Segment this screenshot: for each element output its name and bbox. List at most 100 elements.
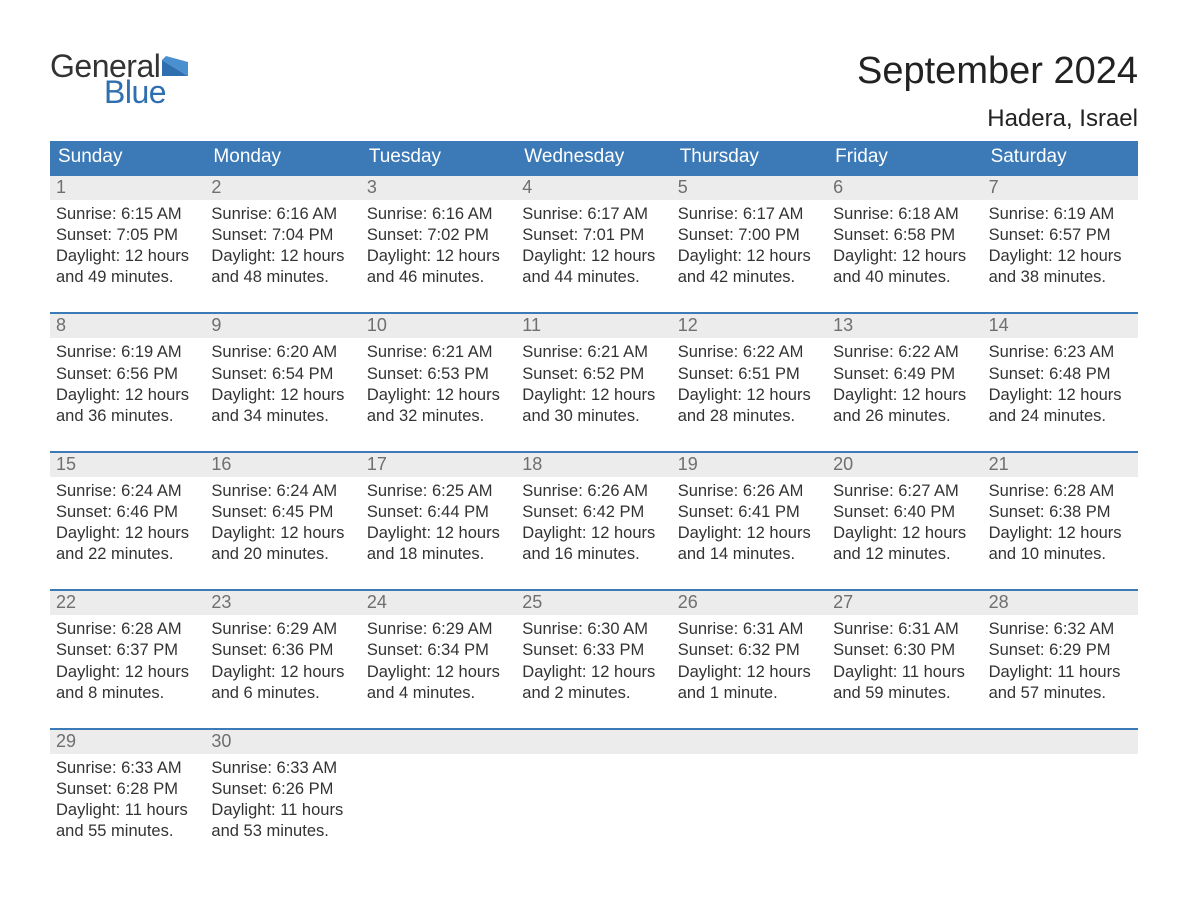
day-number <box>983 730 1138 754</box>
day-number: 6 <box>827 176 982 200</box>
daylight-text: Daylight: 12 hours <box>833 523 976 544</box>
sunrise-text: Sunrise: 6:29 AM <box>367 619 510 640</box>
day-cell <box>361 754 516 848</box>
daylight-text: and 36 minutes. <box>56 406 199 427</box>
sunset-text: Sunset: 6:33 PM <box>522 640 665 661</box>
day-cell <box>516 754 671 848</box>
day-cell: Sunrise: 6:33 AMSunset: 6:28 PMDaylight:… <box>50 754 205 848</box>
day-cell: Sunrise: 6:31 AMSunset: 6:30 PMDaylight:… <box>827 615 982 709</box>
sunset-text: Sunset: 6:41 PM <box>678 502 821 523</box>
sunrise-text: Sunrise: 6:29 AM <box>211 619 354 640</box>
day-cell: Sunrise: 6:29 AMSunset: 6:36 PMDaylight:… <box>205 615 360 709</box>
sunset-text: Sunset: 6:40 PM <box>833 502 976 523</box>
daylight-text: and 16 minutes. <box>522 544 665 565</box>
day-number: 22 <box>50 591 205 615</box>
day-number <box>827 730 982 754</box>
day-number <box>516 730 671 754</box>
sunset-text: Sunset: 6:53 PM <box>367 364 510 385</box>
day-number: 16 <box>205 453 360 477</box>
day-cell: Sunrise: 6:26 AMSunset: 6:41 PMDaylight:… <box>672 477 827 571</box>
day-cell: Sunrise: 6:25 AMSunset: 6:44 PMDaylight:… <box>361 477 516 571</box>
daylight-text: and 8 minutes. <box>56 683 199 704</box>
daylight-text: and 57 minutes. <box>989 683 1132 704</box>
daylight-text: Daylight: 12 hours <box>989 523 1132 544</box>
daylight-text: Daylight: 12 hours <box>833 385 976 406</box>
day-cell: Sunrise: 6:19 AMSunset: 6:57 PMDaylight:… <box>983 200 1138 294</box>
sunset-text: Sunset: 6:36 PM <box>211 640 354 661</box>
sunrise-text: Sunrise: 6:16 AM <box>211 204 354 225</box>
daylight-text: and 48 minutes. <box>211 267 354 288</box>
day-number <box>672 730 827 754</box>
day-number: 17 <box>361 453 516 477</box>
calendar-week: 891011121314Sunrise: 6:19 AMSunset: 6:56… <box>50 312 1138 432</box>
daylight-text: Daylight: 12 hours <box>367 523 510 544</box>
day-number: 2 <box>205 176 360 200</box>
day-number-row: 22232425262728 <box>50 591 1138 615</box>
daylight-text: and 40 minutes. <box>833 267 976 288</box>
day-cell <box>983 754 1138 848</box>
sunrise-text: Sunrise: 6:25 AM <box>367 481 510 502</box>
day-number: 23 <box>205 591 360 615</box>
calendar-week: 1234567Sunrise: 6:15 AMSunset: 7:05 PMDa… <box>50 174 1138 294</box>
sunset-text: Sunset: 6:38 PM <box>989 502 1132 523</box>
daylight-text: Daylight: 11 hours <box>211 800 354 821</box>
day-cell: Sunrise: 6:19 AMSunset: 6:56 PMDaylight:… <box>50 338 205 432</box>
logo-flag-icon <box>162 56 188 76</box>
daylight-text: Daylight: 11 hours <box>833 662 976 683</box>
calendar-week: 22232425262728Sunrise: 6:28 AMSunset: 6:… <box>50 589 1138 709</box>
sunrise-text: Sunrise: 6:17 AM <box>522 204 665 225</box>
daylight-text: and 26 minutes. <box>833 406 976 427</box>
day-cell: Sunrise: 6:21 AMSunset: 6:53 PMDaylight:… <box>361 338 516 432</box>
daylight-text: and 32 minutes. <box>367 406 510 427</box>
sunrise-text: Sunrise: 6:18 AM <box>833 204 976 225</box>
day-number: 4 <box>516 176 671 200</box>
weekday-header: Monday <box>205 141 360 174</box>
day-number: 1 <box>50 176 205 200</box>
day-cell: Sunrise: 6:32 AMSunset: 6:29 PMDaylight:… <box>983 615 1138 709</box>
sunrise-text: Sunrise: 6:21 AM <box>522 342 665 363</box>
daylight-text: Daylight: 12 hours <box>989 385 1132 406</box>
sunrise-text: Sunrise: 6:26 AM <box>678 481 821 502</box>
sunrise-text: Sunrise: 6:33 AM <box>56 758 199 779</box>
sunset-text: Sunset: 6:37 PM <box>56 640 199 661</box>
day-cell: Sunrise: 6:20 AMSunset: 6:54 PMDaylight:… <box>205 338 360 432</box>
daylight-text: and 14 minutes. <box>678 544 821 565</box>
day-cell: Sunrise: 6:26 AMSunset: 6:42 PMDaylight:… <box>516 477 671 571</box>
daylight-text: Daylight: 12 hours <box>989 246 1132 267</box>
day-number-row: 891011121314 <box>50 314 1138 338</box>
day-cell: Sunrise: 6:23 AMSunset: 6:48 PMDaylight:… <box>983 338 1138 432</box>
day-number: 30 <box>205 730 360 754</box>
daylight-text: and 42 minutes. <box>678 267 821 288</box>
daylight-text: and 28 minutes. <box>678 406 821 427</box>
logo-blue-text: Blue <box>104 76 188 108</box>
day-number: 29 <box>50 730 205 754</box>
day-number: 28 <box>983 591 1138 615</box>
sunset-text: Sunset: 7:02 PM <box>367 225 510 246</box>
day-number: 26 <box>672 591 827 615</box>
month-title: September 2024 <box>857 50 1138 93</box>
daylight-text: and 22 minutes. <box>56 544 199 565</box>
daylight-text: Daylight: 12 hours <box>211 662 354 683</box>
day-cell: Sunrise: 6:24 AMSunset: 6:46 PMDaylight:… <box>50 477 205 571</box>
daylight-text: and 34 minutes. <box>211 406 354 427</box>
daylight-text: Daylight: 12 hours <box>367 246 510 267</box>
sunrise-text: Sunrise: 6:20 AM <box>211 342 354 363</box>
sunrise-text: Sunrise: 6:19 AM <box>989 204 1132 225</box>
day-cell: Sunrise: 6:22 AMSunset: 6:51 PMDaylight:… <box>672 338 827 432</box>
daylight-text: and 44 minutes. <box>522 267 665 288</box>
sunset-text: Sunset: 6:52 PM <box>522 364 665 385</box>
day-number: 3 <box>361 176 516 200</box>
daylight-text: Daylight: 12 hours <box>56 523 199 544</box>
sunrise-text: Sunrise: 6:24 AM <box>211 481 354 502</box>
daylight-text: Daylight: 12 hours <box>678 523 821 544</box>
sunset-text: Sunset: 6:32 PM <box>678 640 821 661</box>
sunrise-text: Sunrise: 6:19 AM <box>56 342 199 363</box>
daylight-text: Daylight: 12 hours <box>678 662 821 683</box>
day-number: 21 <box>983 453 1138 477</box>
daylight-text: Daylight: 11 hours <box>56 800 199 821</box>
day-cell: Sunrise: 6:28 AMSunset: 6:37 PMDaylight:… <box>50 615 205 709</box>
sunrise-text: Sunrise: 6:28 AM <box>989 481 1132 502</box>
logo: General Blue <box>50 50 188 108</box>
daylight-text: and 38 minutes. <box>989 267 1132 288</box>
daylight-text: and 49 minutes. <box>56 267 199 288</box>
